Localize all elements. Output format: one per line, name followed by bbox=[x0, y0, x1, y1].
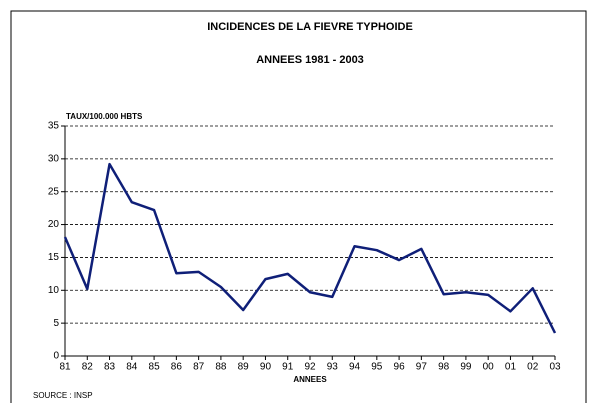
x-tick-label: 84 bbox=[126, 362, 138, 373]
y-axis-label: TAUX/100.000 HBTS bbox=[66, 112, 143, 121]
x-tick-label: 87 bbox=[193, 362, 205, 373]
chart-subtitle: ANNEES 1981 - 2003 bbox=[256, 54, 364, 66]
source-note: SOURCE : INSP bbox=[33, 391, 93, 400]
y-tick-label: 0 bbox=[53, 351, 59, 362]
x-tick-label: 83 bbox=[104, 362, 116, 373]
x-tick-label: 94 bbox=[349, 362, 361, 373]
chart-frame bbox=[10, 10, 587, 403]
x-tick-label: 97 bbox=[416, 362, 428, 373]
x-tick-label: 03 bbox=[549, 362, 561, 373]
x-tick-label: 01 bbox=[505, 362, 517, 373]
x-tick-label: 98 bbox=[438, 362, 450, 373]
x-tick-label: 92 bbox=[304, 362, 316, 373]
y-tick-label: 10 bbox=[48, 285, 60, 296]
x-tick-label: 81 bbox=[59, 362, 71, 373]
y-tick-label: 15 bbox=[48, 252, 60, 263]
x-tick-label: 85 bbox=[149, 362, 161, 373]
x-tick-label: 82 bbox=[82, 362, 94, 373]
y-tick-label: 5 bbox=[53, 318, 59, 329]
x-axis-label: ANNEES bbox=[293, 375, 327, 384]
data-line bbox=[63, 162, 557, 334]
x-tick-label: 86 bbox=[171, 362, 183, 373]
y-tick-label: 30 bbox=[48, 153, 60, 164]
x-tick-label: 89 bbox=[238, 362, 250, 373]
chart-title: INCIDENCES DE LA FIEVRE TYPHOIDE bbox=[207, 21, 413, 33]
x-tick-label: 02 bbox=[527, 362, 539, 373]
x-tick-label: 91 bbox=[282, 362, 294, 373]
x-tick-label: 95 bbox=[371, 362, 383, 373]
y-tick-label: 35 bbox=[48, 121, 60, 132]
x-tick-label: 99 bbox=[460, 362, 472, 373]
x-tick-label: 93 bbox=[327, 362, 339, 373]
x-tick-label: 96 bbox=[394, 362, 406, 373]
x-tick-label: 88 bbox=[215, 362, 227, 373]
y-tick-label: 25 bbox=[48, 186, 60, 197]
y-tick-label: 20 bbox=[48, 219, 60, 230]
x-tick-label: 90 bbox=[260, 362, 272, 373]
x-tick-label: 00 bbox=[483, 362, 495, 373]
